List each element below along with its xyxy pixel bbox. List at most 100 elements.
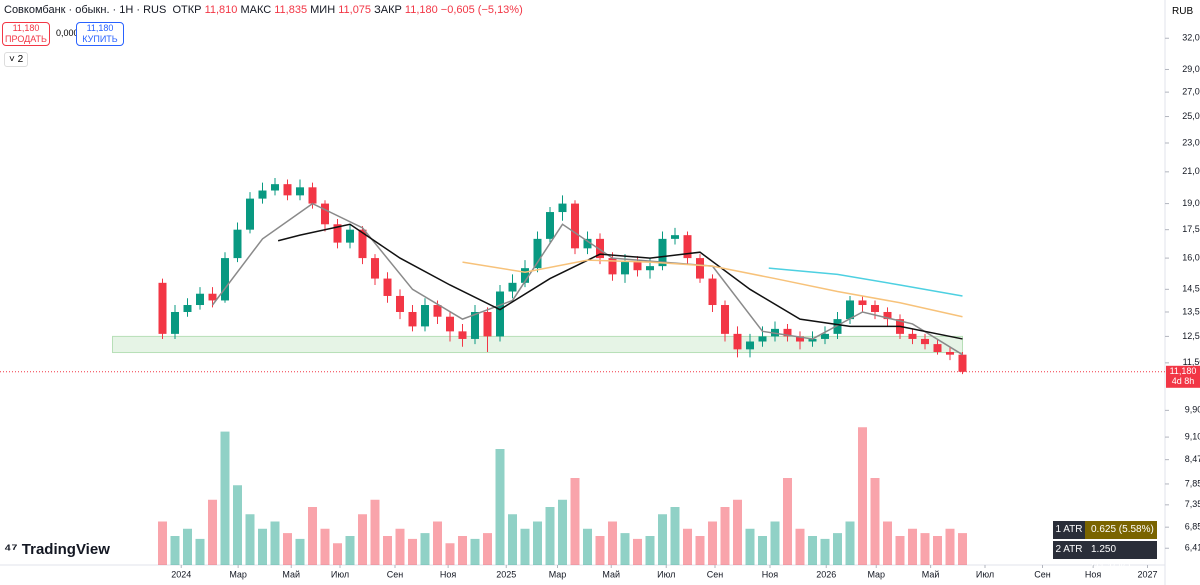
sell-button[interactable]: 11,180 ПРОДАТЬ <box>2 22 50 46</box>
volume-bar <box>283 533 292 565</box>
candle-body <box>196 293 204 306</box>
volume-bar <box>383 536 392 565</box>
zone <box>112 335 963 354</box>
x-tick-label: Сен <box>707 569 724 579</box>
candle-body <box>933 344 942 352</box>
volume-bar <box>320 528 330 565</box>
x-tick-label: Май <box>922 569 940 579</box>
x-tick-label: Июл <box>976 569 994 579</box>
volume-bar <box>495 449 505 565</box>
volume-bar <box>458 536 467 565</box>
candle-body <box>171 311 179 334</box>
candle-body <box>258 190 267 199</box>
candle-body <box>633 262 642 271</box>
logo-text: TradingView <box>21 541 110 558</box>
y-tick-label: 8,475 <box>1185 454 1200 464</box>
volume-bar <box>270 521 280 565</box>
x-tick-label: Ноя <box>1085 569 1102 579</box>
volume-bar <box>195 538 205 565</box>
candle-body <box>283 184 292 196</box>
y-tick-label: 6,410 <box>1185 543 1200 553</box>
volume-bar <box>795 528 805 565</box>
ohlc-value: 11,075 <box>338 4 372 16</box>
x-tick-label: Ноя <box>440 569 457 579</box>
volume-bar <box>858 427 867 565</box>
atr-label: 2 ATR <box>1053 541 1085 559</box>
candle-body <box>333 224 342 243</box>
volume-bar <box>358 514 367 565</box>
x-tick-label: Мар <box>549 569 567 579</box>
x-tick-label: 2024 <box>171 569 191 579</box>
candle-body <box>471 311 479 339</box>
candle-body <box>858 300 867 306</box>
moving-average <box>768 267 963 297</box>
volume-bar <box>683 528 692 565</box>
x-tick-label: Мар <box>229 569 247 579</box>
buy-button[interactable]: 11,180 КУПИТЬ <box>76 22 124 46</box>
candle-body <box>558 203 567 213</box>
x-tick-label: 2025 <box>496 569 516 579</box>
volume-bar <box>220 431 230 565</box>
ohlc-value: 11,835 <box>274 4 308 16</box>
candle-body <box>571 203 579 249</box>
volume-bar <box>783 478 792 565</box>
candle-body <box>708 278 717 306</box>
atr-value: 1.250 (11.16%) <box>1085 541 1157 573</box>
candle-body <box>883 311 892 320</box>
ohlc-label: МИН <box>310 4 336 16</box>
volume-bar <box>758 536 767 565</box>
candle-body <box>458 331 467 339</box>
candle-body <box>908 333 917 339</box>
volume-bar <box>708 521 717 565</box>
candle-body <box>821 333 829 339</box>
y-tick-label: 21,000 <box>1182 166 1200 176</box>
x-tick-label: 2027 <box>1137 569 1157 579</box>
candle-body <box>408 311 417 327</box>
y-tick-label: 12,500 <box>1182 331 1200 341</box>
volume-bar <box>533 521 542 565</box>
candle-body <box>371 258 379 279</box>
candle-body <box>721 305 729 334</box>
candle-body <box>308 187 317 204</box>
candle-body <box>796 336 804 342</box>
y-tick-label: 7,850 <box>1185 478 1200 488</box>
atr-row: 1 ATR 0.625 (5.58%) <box>1053 521 1157 539</box>
volume-bar <box>895 536 905 565</box>
candle-body <box>521 268 529 283</box>
volume-bar <box>945 528 955 565</box>
volume-bar <box>958 533 967 565</box>
x-tick-label: Июл <box>657 569 675 579</box>
candle-body <box>383 278 392 296</box>
moving-average <box>462 259 963 318</box>
candle-body <box>833 319 842 334</box>
y-tick-label: 9,100 <box>1185 431 1200 441</box>
volume-bar <box>470 538 480 565</box>
candle-body <box>871 305 879 312</box>
candle-body <box>921 338 929 345</box>
candle-body <box>271 184 279 191</box>
candle-body <box>321 203 329 225</box>
volume-bar <box>295 538 305 565</box>
volume-bar <box>645 536 655 565</box>
volume-bar <box>170 536 180 565</box>
volume-bar <box>920 533 930 565</box>
volume-bar <box>633 538 642 565</box>
y-tick-label: 11,500 <box>1183 357 1200 367</box>
volume-bar <box>595 536 605 565</box>
candle-body <box>946 351 954 355</box>
candle-body <box>183 305 192 312</box>
volume-bar <box>395 528 405 565</box>
volume-bar <box>833 533 842 565</box>
moving-average <box>211 202 963 356</box>
indicators-toggle[interactable]: ˅ 2 <box>4 52 29 67</box>
candle-body <box>608 258 617 275</box>
volume-bar <box>183 528 192 565</box>
ohlc-value: 11,180 <box>404 4 438 16</box>
candle-body <box>758 336 767 342</box>
atr-row: 2 ATR 1.250 (11.16%) <box>1053 541 1157 573</box>
candle-body <box>808 338 817 342</box>
currency[interactable]: RUB <box>1172 6 1194 17</box>
candle-body <box>496 291 504 337</box>
